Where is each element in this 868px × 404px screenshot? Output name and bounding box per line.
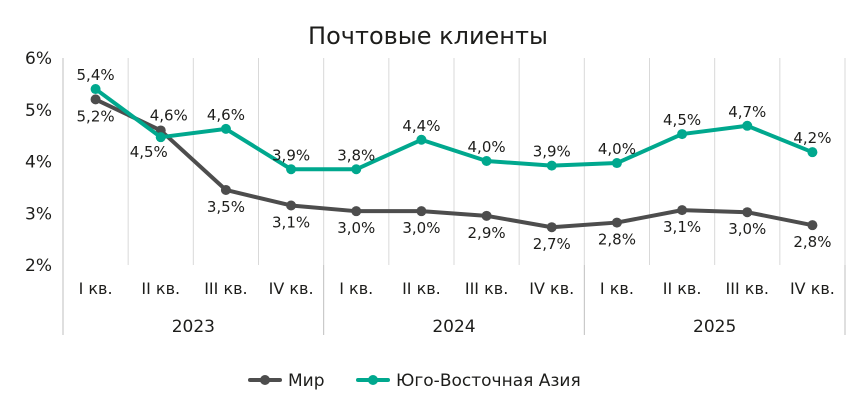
x-tick-label: I кв. <box>79 279 113 298</box>
data-label: 4,7% <box>728 103 766 121</box>
x-tick-label: III кв. <box>204 279 247 298</box>
data-label: 4,0% <box>598 140 636 158</box>
data-point <box>677 129 688 140</box>
x-tick-label: III кв. <box>465 279 508 298</box>
data-label: 3,1% <box>272 213 310 231</box>
x-tick-label: II кв. <box>402 279 441 298</box>
data-point <box>611 158 622 169</box>
data-label: 4,0% <box>468 138 506 156</box>
x-tick-label: II кв. <box>141 279 180 298</box>
data-label: 3,5% <box>207 198 245 216</box>
data-label: 3,8% <box>337 146 375 164</box>
legend-marker <box>260 375 270 385</box>
data-point <box>220 184 231 195</box>
axes: 2% 3% 4% 5% 6% I кв. II кв. III кв. IV кв. I кв. I… <box>25 49 846 337</box>
data-point <box>286 164 297 175</box>
data-point <box>611 217 622 228</box>
data-label: 5,2% <box>77 107 115 125</box>
data-point <box>286 200 297 211</box>
grid <box>62 58 846 265</box>
data-point <box>416 134 427 145</box>
legend-marker <box>368 375 378 385</box>
data-label: 4,2% <box>793 129 831 147</box>
data-label: 3,1% <box>663 218 701 236</box>
data-point <box>546 222 557 233</box>
x-tick-label: I кв. <box>339 279 373 298</box>
chart-title: Почтовые клиенты <box>308 22 548 50</box>
data-point <box>90 84 101 95</box>
data-point <box>90 94 101 105</box>
legend-label: Мир <box>288 371 325 391</box>
y-tick-label: 6% <box>25 49 52 69</box>
legend: Мир Юго-Восточная Азия <box>248 371 581 391</box>
data-labels: 5,2% 4,6% 3,5% 3,1% 3,0% 3,0% 2,9% 2,7% 2,8% 3,1%… <box>77 66 832 253</box>
data-point <box>416 206 427 217</box>
y-tick-label: 5% <box>25 101 52 121</box>
data-label: 4,5% <box>130 143 168 161</box>
data-label: 3,9% <box>533 143 571 161</box>
y-tick-label: 4% <box>25 153 52 173</box>
legend-label: Юго-Восточная Азия <box>396 371 581 391</box>
data-label: 3,0% <box>728 220 766 238</box>
data-label: 4,5% <box>663 111 701 129</box>
y-tick-label: 3% <box>25 204 52 224</box>
data-label: 2,9% <box>468 224 506 242</box>
data-point <box>481 210 492 221</box>
plot-area <box>90 84 818 233</box>
y-tick-label: 2% <box>25 256 52 276</box>
data-label: 4,6% <box>207 106 245 124</box>
x-tick-label: IV кв. <box>790 279 835 298</box>
data-label: 5,4% <box>77 66 115 84</box>
data-point <box>155 132 166 143</box>
data-label: 3,0% <box>402 219 440 237</box>
x-tick-label: III кв. <box>726 279 769 298</box>
data-label: 2,8% <box>793 233 831 251</box>
data-point <box>807 147 818 158</box>
data-point <box>742 120 753 131</box>
x-tick-label: II кв. <box>663 279 702 298</box>
data-label: 2,7% <box>533 235 571 253</box>
x-tick-label: IV кв. <box>269 279 314 298</box>
data-point <box>677 205 688 216</box>
x-tick-label: IV кв. <box>529 279 574 298</box>
data-label: 4,4% <box>402 117 440 135</box>
x-group-label: 2023 <box>172 317 215 337</box>
data-point <box>807 220 818 231</box>
x-group-label: 2024 <box>432 317 475 337</box>
data-point <box>351 206 362 217</box>
data-point <box>546 160 557 171</box>
data-label: 3,9% <box>272 146 310 164</box>
data-label: 3,0% <box>337 219 375 237</box>
data-point <box>220 123 231 134</box>
x-group-label: 2025 <box>693 317 736 337</box>
series-line-0 <box>93 97 815 230</box>
data-point <box>351 164 362 175</box>
x-tick-label: I кв. <box>600 279 634 298</box>
data-point <box>481 155 492 166</box>
series-line-1 <box>93 87 815 172</box>
data-label: 2,8% <box>598 231 636 249</box>
data-label: 4,6% <box>150 106 188 124</box>
data-point <box>742 207 753 218</box>
